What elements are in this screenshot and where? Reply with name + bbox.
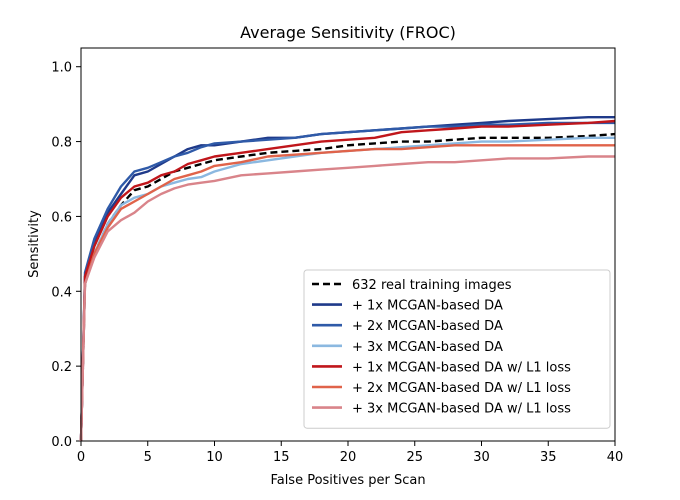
- chart-title: Average Sensitivity (FROC): [240, 23, 456, 42]
- x-tick-label: 10: [206, 450, 223, 465]
- x-tick-label: 40: [607, 450, 624, 465]
- x-tick-label: 25: [406, 450, 423, 465]
- legend-label: 632 real training images: [352, 278, 512, 293]
- series-line-5: [79, 119, 616, 442]
- y-tick-label: 0.4: [51, 285, 72, 300]
- legend-label: + 1x MCGAN-based DA: [352, 299, 503, 314]
- series-line-6: [79, 144, 615, 442]
- y-tick-label: 0.0: [51, 435, 72, 450]
- x-tick-label: 30: [473, 450, 490, 465]
- y-tick-label: 0.2: [51, 360, 72, 375]
- legend-label: + 3x MCGAN-based DA w/ L1 loss: [352, 402, 571, 417]
- series-line-4: [79, 136, 615, 442]
- x-tick-label: 5: [144, 450, 152, 465]
- x-tick-label: 0: [77, 450, 85, 465]
- series-line-3: [79, 121, 615, 442]
- series-layer: [79, 115, 616, 442]
- plot-frame: [80, 47, 616, 442]
- y-tick-label: 0.8: [51, 136, 72, 151]
- axes: 0 5 10 15 20 25 30 35 40 0.0 0.2 0.4 0.6 0.8 1.0: [51, 61, 623, 465]
- y-tick-label: 0.6: [51, 210, 72, 225]
- y-tick-label: 1.0: [51, 61, 72, 76]
- legend-box: [303, 269, 611, 429]
- legend-label: + 1x MCGAN-based DA w/ L1 loss: [352, 360, 571, 375]
- legend: 632 real training images + 1x MCGAN-based…: [303, 269, 611, 429]
- series-line-7: [79, 155, 615, 442]
- y-axis-label: Sensitivity: [27, 210, 42, 278]
- x-tick-label: 15: [273, 450, 290, 465]
- x-axis-label: False Positives per Scan: [270, 473, 425, 488]
- legend-label: + 3x MCGAN-based DA: [352, 340, 503, 355]
- x-tick-label: 20: [340, 450, 357, 465]
- legend-label: + 2x MCGAN-based DA w/ L1 loss: [352, 381, 571, 396]
- legend-label: + 2x MCGAN-based DA: [352, 319, 503, 334]
- x-tick-label: 35: [540, 450, 557, 465]
